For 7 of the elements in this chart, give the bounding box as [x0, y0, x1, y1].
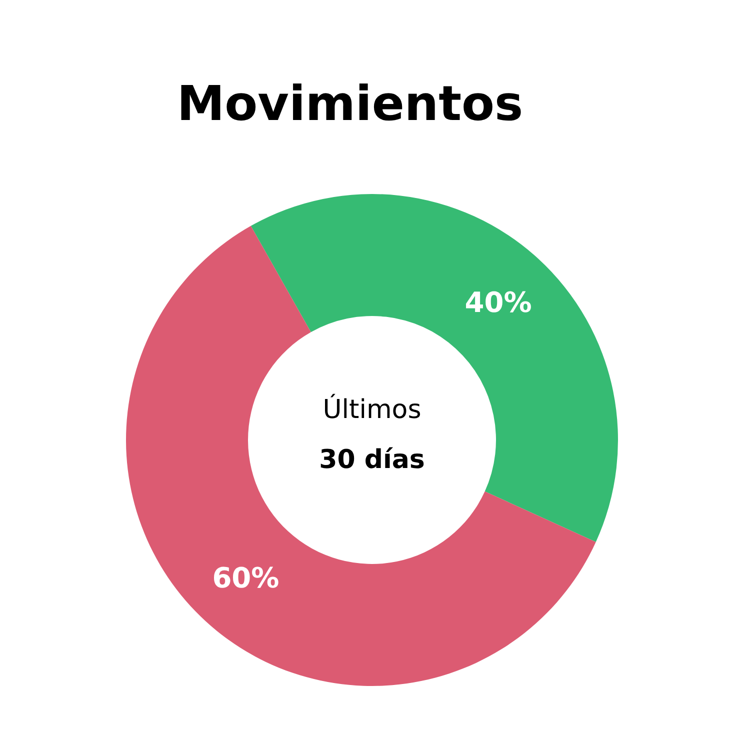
chart-title: Movimientos: [176, 76, 524, 132]
data-label: 60%: [212, 562, 280, 595]
donut-slice: [250, 194, 618, 542]
text: 30 días: [319, 445, 425, 475]
data-label: 40%: [464, 286, 532, 319]
text: Últimos: [322, 393, 422, 425]
donut-slice: [126, 226, 596, 686]
